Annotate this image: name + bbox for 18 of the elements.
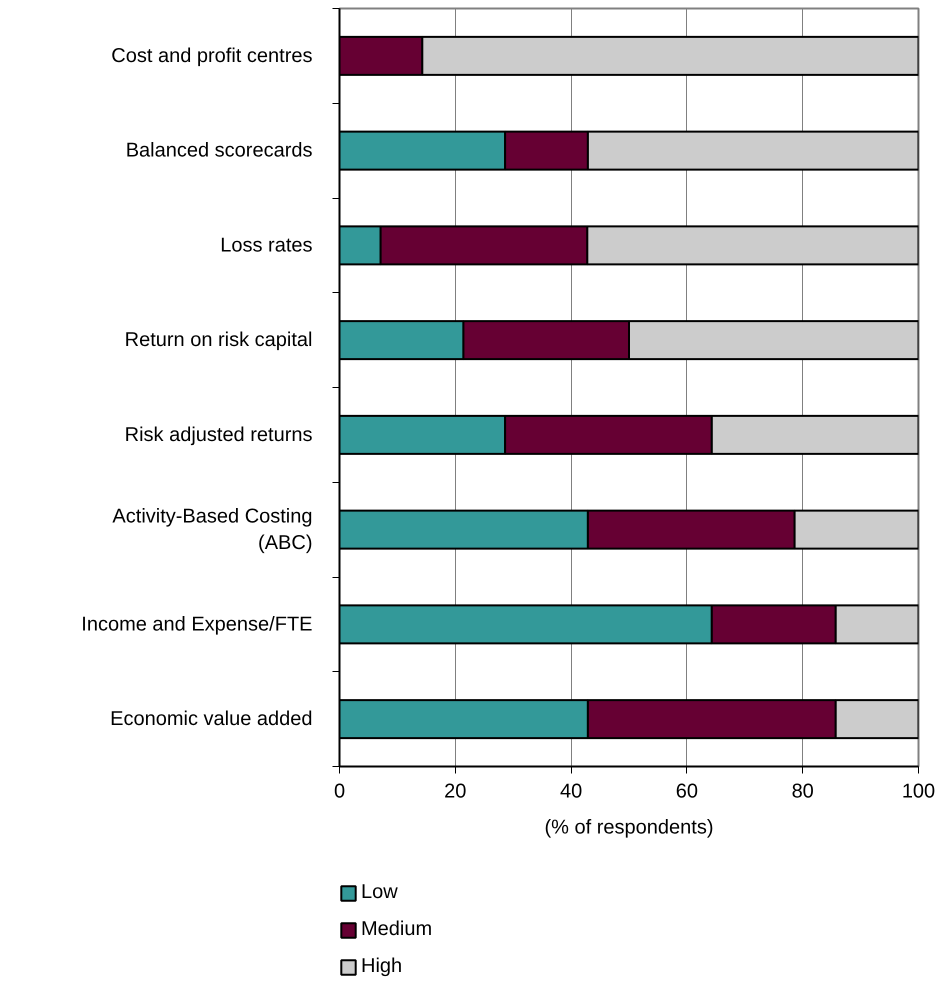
legend-label: Low (361, 881, 398, 904)
x-tick-label: 100 (902, 780, 936, 802)
y-tick-label: Loss rates (220, 234, 312, 256)
y-tick-label: Return on risk capital (124, 329, 313, 352)
x-tick-label: 60 (676, 780, 698, 802)
y-tick-label: Cost and profit centres (111, 44, 313, 67)
y-tick-label: Activity-Based Costing (ABC) (112, 505, 313, 554)
x-tick-label: 0 (334, 780, 346, 802)
legend-label: High (361, 955, 402, 978)
y-tick-label: Economic value added (110, 708, 313, 730)
y-tick-label: Income and Expense/FTE (81, 613, 313, 636)
legend-label: Medium (361, 918, 432, 941)
x-tick-label: 40 (560, 780, 582, 802)
y-tick-label: Balanced scorecards (126, 140, 313, 162)
x-tick-label: 20 (444, 780, 466, 802)
y-tick-label: Risk adjusted returns (124, 424, 313, 446)
x-tick-label: 80 (792, 780, 814, 802)
x-axis-title: (% of respondents) (544, 816, 714, 838)
